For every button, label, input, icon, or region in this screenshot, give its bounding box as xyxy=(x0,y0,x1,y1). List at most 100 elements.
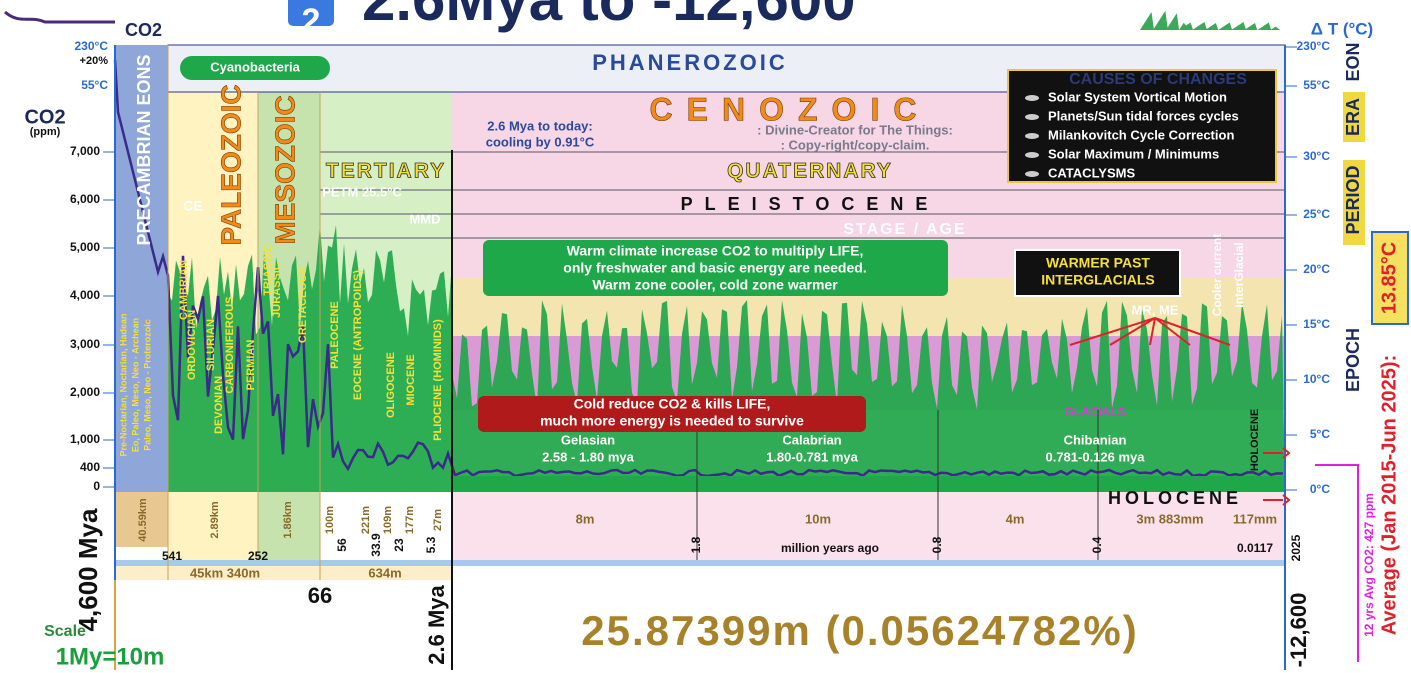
label: 2.6 Mya to today: xyxy=(487,118,592,133)
duration-label: 3m 883mm xyxy=(1136,511,1203,526)
duration-label: 27m xyxy=(432,509,444,531)
label: Calabrian xyxy=(782,432,841,447)
level-label: EPOCH xyxy=(1343,328,1363,392)
y-tick-label: 0 xyxy=(93,479,100,493)
label: PLEISTOCENE xyxy=(681,194,940,214)
label: Chibanian xyxy=(1064,432,1127,447)
label: 230°C xyxy=(75,39,109,53)
label: : Copy-right/copy-claim. xyxy=(781,137,930,152)
label: Δ T (°C) xyxy=(1311,19,1373,38)
label: million years ago xyxy=(781,541,879,555)
label: much more energy is needed to survive xyxy=(540,413,804,429)
period-bg xyxy=(1343,160,1365,245)
cause-icon xyxy=(1025,114,1039,120)
label: Paleo, Meso, Neo - Proterozoic xyxy=(142,319,152,451)
background-layer xyxy=(4,0,1409,670)
period-label: CRETACEOUS xyxy=(297,267,309,343)
label: Cyanobacteria xyxy=(210,59,300,74)
interglacial-box xyxy=(1014,249,1181,297)
period-label: PERMIAN xyxy=(245,340,257,391)
label: -12,600 xyxy=(1286,593,1311,668)
label: +20% xyxy=(80,55,109,67)
duration-label: 100m xyxy=(324,506,336,534)
mr-arrow xyxy=(1154,317,1191,346)
label: 66 xyxy=(308,583,332,608)
label: Cooler current xyxy=(1210,234,1224,317)
label: 55°C xyxy=(81,78,108,92)
label: InterGlacial xyxy=(1232,242,1246,307)
below-quaternary xyxy=(452,492,1285,560)
y2-tick-label: 10°C xyxy=(1303,372,1330,386)
label: Cold reduce CO2 & kills LIFE, xyxy=(574,396,771,412)
duration-label: 4m xyxy=(1006,511,1025,526)
duration-label: 40.59km xyxy=(137,498,149,542)
boundary-label: 5.3 xyxy=(424,536,438,553)
label: Solar System Vortical Motion xyxy=(1048,89,1227,104)
duration-label: 221m xyxy=(360,506,372,534)
below-precambrian xyxy=(115,492,168,547)
duration-label: 109m xyxy=(382,506,394,534)
y-tick-label: 6,000 xyxy=(70,192,100,206)
period-label: PLIOCENE (HOMINIDS) xyxy=(432,319,444,441)
y-tick-label: 7,000 xyxy=(70,144,100,158)
cyanobacteria-pill xyxy=(180,56,330,80)
y2-tick-label: 20°C xyxy=(1303,262,1330,276)
cause-icon xyxy=(1025,152,1039,158)
label: 2.6 Mya xyxy=(424,584,449,664)
label: STAGE / AGE xyxy=(843,221,966,238)
mr-arrow xyxy=(1109,317,1156,346)
cause-icon xyxy=(1025,171,1039,177)
label: Milankovitch Cycle Correction xyxy=(1048,127,1234,142)
label: Pre-Noctarian, Noctarian, Hadean xyxy=(118,313,128,456)
duration-label: 10m xyxy=(805,511,831,526)
label: Gelasian xyxy=(561,432,615,447)
label: CATACLYSMS xyxy=(1048,165,1135,180)
label: PRECAMBRIAN EONS xyxy=(134,54,154,245)
title-badge xyxy=(288,0,334,26)
magenta-pointer xyxy=(1315,464,1359,662)
label: 2.58 - 1.80 mya xyxy=(542,449,635,464)
causes-box xyxy=(1007,69,1277,183)
label: HOLOCENE xyxy=(1108,488,1242,508)
duration-label: 117mm xyxy=(1233,511,1277,526)
red-arrow xyxy=(1263,447,1291,459)
boundary-label: 0.8 xyxy=(930,536,944,553)
red-arrow xyxy=(1263,494,1291,506)
level-label: EON xyxy=(1343,42,1363,81)
average-box xyxy=(1371,231,1409,325)
label: TERTIARY xyxy=(326,160,446,183)
label: 12 yrs Avg CO2: 427 ppm xyxy=(1362,493,1376,637)
cause-icon xyxy=(1025,95,1039,101)
period-label: JURASSIC xyxy=(271,262,283,318)
cause-icon xyxy=(1025,133,1039,139)
label: MR, ME xyxy=(1132,302,1179,317)
period-label: TRIASSIC xyxy=(262,244,274,295)
duration-label: 177m xyxy=(404,506,416,534)
vegetation-area xyxy=(168,223,1285,492)
y2-tick-label: 55°C xyxy=(1303,78,1330,92)
co2-curve-top xyxy=(4,10,115,24)
label: : Divine-Creator for The Things: xyxy=(757,122,953,137)
y-tick-label: 4,000 xyxy=(70,288,100,302)
y-tick-label: 2,000 xyxy=(70,385,100,399)
label: QUATERNARY xyxy=(727,160,893,183)
boundary-label: 252 xyxy=(248,549,268,563)
y2-tick-label: 230°C xyxy=(1297,39,1331,53)
timeline-yellow xyxy=(115,566,452,580)
below-paleozoic xyxy=(168,492,258,560)
label: 13.85°C xyxy=(1378,242,1400,315)
label: only freshwater and basic energy are nee… xyxy=(563,260,866,276)
boundary-label: 0.0117 xyxy=(1237,541,1273,555)
period-label: ORDOVICIAN xyxy=(186,310,198,380)
label: CAUSES OF CHANGES xyxy=(1069,71,1247,88)
co2-curve xyxy=(113,59,1284,478)
boundary-label: 33.9 xyxy=(369,533,383,557)
label: Scale xyxy=(44,623,86,640)
y-tick-label: 3,000 xyxy=(70,337,100,351)
duration-label: 2.89km xyxy=(209,501,221,539)
y2-tick-label: 0°C xyxy=(1310,482,1330,496)
level-label: PERIOD xyxy=(1343,165,1363,234)
label: (ppm) xyxy=(30,126,61,138)
cold-box xyxy=(478,396,866,432)
